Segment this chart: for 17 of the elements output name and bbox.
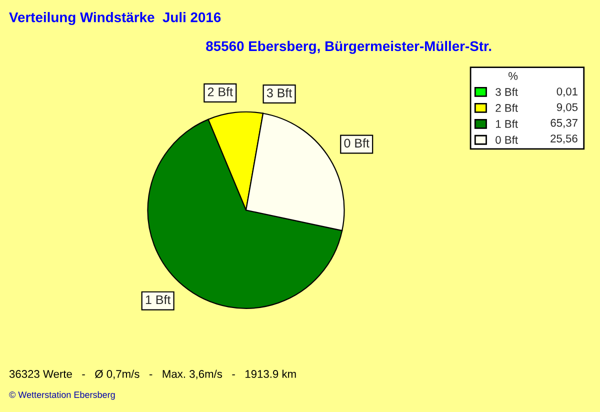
text: © Wetterstation Ebersberg <box>9 391 115 400</box>
text: 36323 Werte - Ø 0,7m/s - Max. 3,6m/s - 1913.9 km <box>9 370 296 380</box>
data-label: 25,56 <box>550 134 578 144</box>
legend-label: 0 Bft <box>496 136 518 144</box>
legend-label: 1 Bft <box>496 120 518 128</box>
slice-label: 1 Bft <box>146 295 171 304</box>
data-label: 0,01 <box>556 88 578 97</box>
legend-label: 2 Bft <box>496 104 518 112</box>
slice-label: 3 Bft <box>266 88 292 98</box>
chart-subtitle: 85560 Ebersberg, Bürgermeister-Müller-Str. <box>206 40 492 54</box>
data-label: 9,05 <box>556 103 578 112</box>
data-label: 65,37 <box>550 118 578 128</box>
legend-label: 3 Bft <box>496 88 518 96</box>
slice-label: 0 Bft <box>344 138 370 148</box>
slice-label: 2 Bft <box>208 87 233 96</box>
legend-title: % <box>508 72 518 80</box>
chart-title: Verteilung Windstärke Juli 2016 <box>9 12 221 26</box>
